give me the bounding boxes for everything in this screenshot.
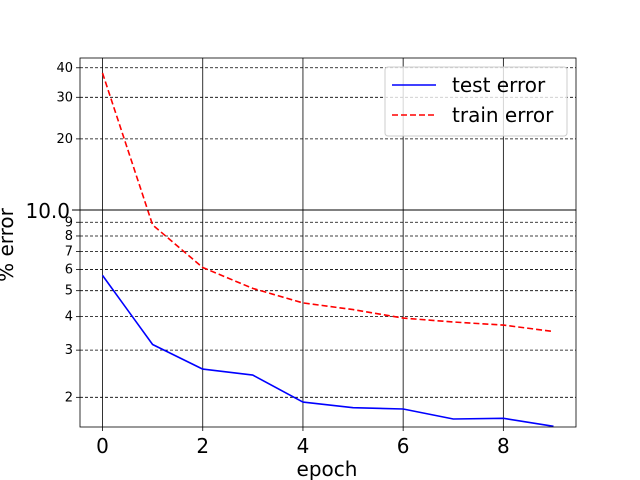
axes-frame — [72, 57, 577, 431]
y-tick-label-lower-2: 2 — [65, 390, 73, 405]
x-tick-label-4: 4 — [297, 434, 310, 458]
y-tick-label-lower-3: 3 — [65, 343, 73, 358]
split-value-label: 10.0 — [25, 199, 70, 223]
y-tick-label-lower-7: 7 — [65, 245, 73, 260]
series-line-test-error — [101, 274, 554, 428]
y-tick-label-lower-8: 8 — [65, 229, 73, 244]
legend-label-test-error: test error — [452, 73, 546, 97]
lower-panel-grid — [80, 210, 576, 427]
y-tick-label-upper-20: 20 — [56, 132, 73, 147]
y-tick-label-upper-40: 40 — [56, 61, 73, 76]
x-tick-label-8: 8 — [497, 434, 510, 458]
x-axis-label: epoch — [297, 457, 358, 480]
legend: test error train error — [384, 66, 568, 137]
y-tick-label-lower-9: 9 — [65, 215, 73, 230]
y-tick-label-lower-4: 4 — [65, 310, 73, 325]
y-tick-label-upper-30: 30 — [56, 90, 73, 105]
x-tick-label-0: 0 — [96, 434, 109, 458]
series-line-train-error — [101, 72, 554, 333]
lower-panel-frame — [79, 209, 577, 428]
legend-label-train-error: train error — [452, 103, 554, 127]
y-axis-label: % error — [0, 207, 18, 282]
y-tick-label-lower-5: 5 — [65, 284, 73, 299]
y-tick-label-lower-6: 6 — [65, 262, 73, 277]
series-lines — [101, 72, 554, 428]
x-tick-label-6: 6 — [397, 434, 410, 458]
x-tick-label-2: 2 — [196, 434, 209, 458]
